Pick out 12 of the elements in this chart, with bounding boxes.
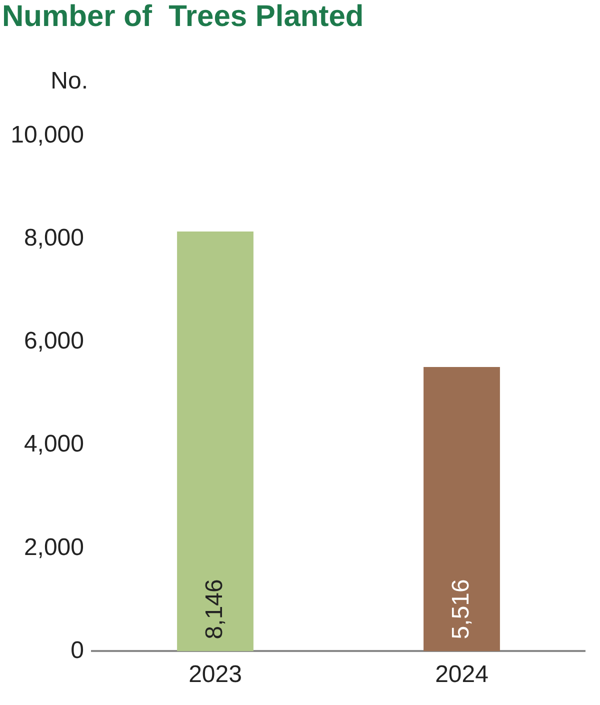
- chart-title: Number of Trees Planted: [1, 0, 365, 35]
- y-tick-label: 4,000: [24, 430, 84, 458]
- y-axis-title: No.: [50, 68, 88, 95]
- x-tick-label: 2023: [188, 661, 242, 688]
- x-tick-label: 2024: [435, 661, 488, 688]
- y-tick-label: 8,000: [24, 224, 84, 252]
- data-label: 8,146: [200, 579, 228, 640]
- y-tick-label: 2,000: [24, 534, 84, 561]
- y-tick-label: 0: [70, 636, 84, 664]
- y-tick-label: 10,000: [10, 122, 84, 149]
- y-tick-label: 6,000: [24, 328, 84, 355]
- data-label: 5,516: [447, 579, 474, 640]
